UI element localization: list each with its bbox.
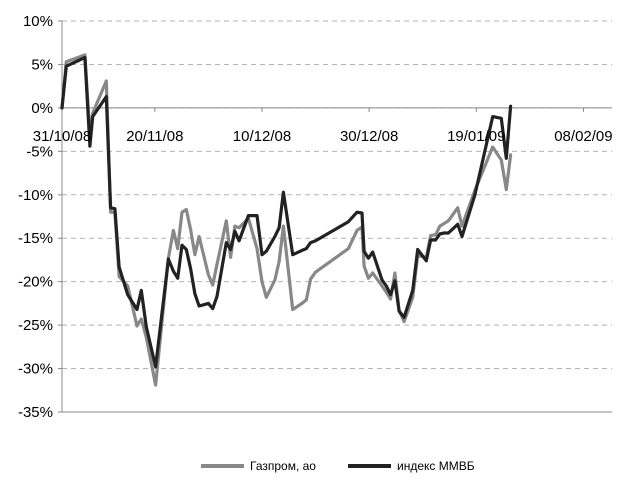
y-tick-label: -35% [18,404,53,421]
y-tick-label: -10% [18,187,53,204]
x-tick-label: 30/12/08 [340,128,398,145]
x-tick-labels: 31/10/08 20/11/08 10/12/08 30/12/08 19/01/09… [33,128,613,145]
x-tick-label: 19/01/09 [447,128,505,145]
y-tick-label: 10% [23,13,53,30]
y-tick-label: -20% [18,274,53,291]
series-lines [60,53,513,387]
legend: Газпром, ао индекс ММВБ [201,459,475,473]
y-tick-label: 5% [31,56,53,73]
series-line-micex [60,55,513,369]
axes [58,20,612,413]
y-tick-label: -15% [18,230,53,247]
y-tick-labels: 10% 5% 0% -5% -10% -15% -20% -25% -30% -35% [18,13,53,421]
x-tick-label: 10/12/08 [233,128,291,145]
x-tick-label: 31/10/08 [33,128,91,145]
y-tick-label: 0% [31,100,53,117]
y-tick-label: -30% [18,361,53,378]
legend-label-micex: индекс ММВБ [397,459,475,473]
y-tick-label: -5% [26,143,53,160]
x-tick-label: 08/02/09 [554,128,612,145]
legend-label-gazprom: Газпром, ао [250,459,316,473]
x-tick-label: 20/11/08 [126,128,183,145]
y-tick-label: -25% [18,317,53,334]
